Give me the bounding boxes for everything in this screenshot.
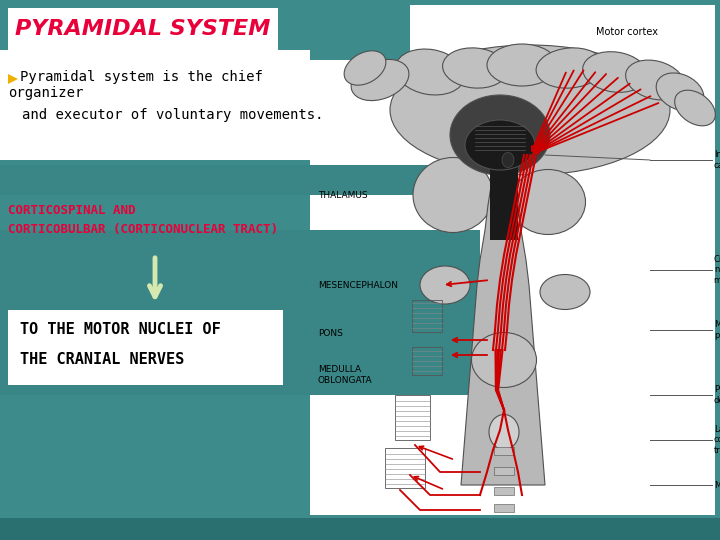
Text: Cranial
nerve
motor nuclei: Cranial nerve motor nuclei (714, 255, 720, 285)
Ellipse shape (420, 266, 470, 304)
Bar (0, 230, 480, 395)
Bar (494, 467, 514, 475)
Text: Motor cortex: Motor cortex (596, 27, 658, 37)
Text: THE CRANIAL NERVES: THE CRANIAL NERVES (20, 353, 184, 368)
Text: and executor of voluntary movements.: and executor of voluntary movements. (22, 108, 323, 122)
Ellipse shape (344, 51, 386, 85)
Ellipse shape (472, 333, 536, 388)
Text: organizer: organizer (8, 86, 84, 100)
Ellipse shape (540, 274, 590, 309)
Text: Motorneurons: Motorneurons (714, 481, 720, 489)
Ellipse shape (395, 49, 464, 95)
Text: MEDULLA
OBLONGATA: MEDULLA OBLONGATA (318, 365, 373, 384)
Ellipse shape (582, 52, 647, 92)
Bar (0, 50, 320, 160)
Polygon shape (461, 160, 545, 485)
Ellipse shape (450, 95, 550, 175)
Ellipse shape (487, 44, 557, 86)
Ellipse shape (489, 415, 519, 449)
Ellipse shape (443, 48, 508, 88)
Text: Pyramidal system is the chief: Pyramidal system is the chief (20, 70, 263, 84)
Text: Pyramidal
decussation: Pyramidal decussation (714, 386, 720, 404)
Text: Lateral
corticospinal
tract: Lateral corticospinal tract (714, 425, 720, 455)
Text: TO THE MOTOR NUCLEI OF: TO THE MOTOR NUCLEI OF (20, 322, 221, 338)
Bar (494, 447, 514, 455)
Ellipse shape (510, 170, 585, 234)
Text: CORTICOSPINAL AND: CORTICOSPINAL AND (8, 204, 135, 217)
Text: THALAMUS: THALAMUS (318, 191, 368, 199)
Bar (310, 5, 715, 515)
Polygon shape (8, 74, 18, 84)
Ellipse shape (675, 90, 716, 126)
Text: CORTICOBULBAR (CORTICONUCLEAR TRACT): CORTICOBULBAR (CORTICONUCLEAR TRACT) (8, 224, 278, 237)
Ellipse shape (390, 45, 670, 175)
Ellipse shape (502, 152, 514, 167)
Bar (490, 140, 518, 240)
Text: Modullary
pyramid: Modullary pyramid (714, 320, 720, 340)
Ellipse shape (351, 59, 409, 100)
Ellipse shape (465, 120, 535, 170)
Ellipse shape (536, 48, 604, 88)
Bar (412, 347, 442, 375)
Ellipse shape (413, 158, 493, 233)
Text: PONS: PONS (318, 328, 343, 338)
Text: MESENCEPHALON: MESENCEPHALON (318, 280, 398, 289)
Bar (310, 5, 410, 60)
Bar (494, 504, 514, 512)
Bar (412, 300, 442, 332)
Text: PYRAMIDAL SYSTEM: PYRAMIDAL SYSTEM (15, 19, 271, 39)
Bar (310, 0, 720, 50)
Bar (395, 395, 430, 440)
Bar (385, 448, 425, 488)
Ellipse shape (656, 73, 704, 111)
Bar (494, 487, 514, 495)
Bar (0, 518, 720, 540)
Bar (8, 8, 278, 50)
Bar (0, 165, 480, 195)
Ellipse shape (626, 60, 685, 100)
Text: Internal
capsule: Internal capsule (714, 150, 720, 170)
Bar (8, 310, 283, 385)
